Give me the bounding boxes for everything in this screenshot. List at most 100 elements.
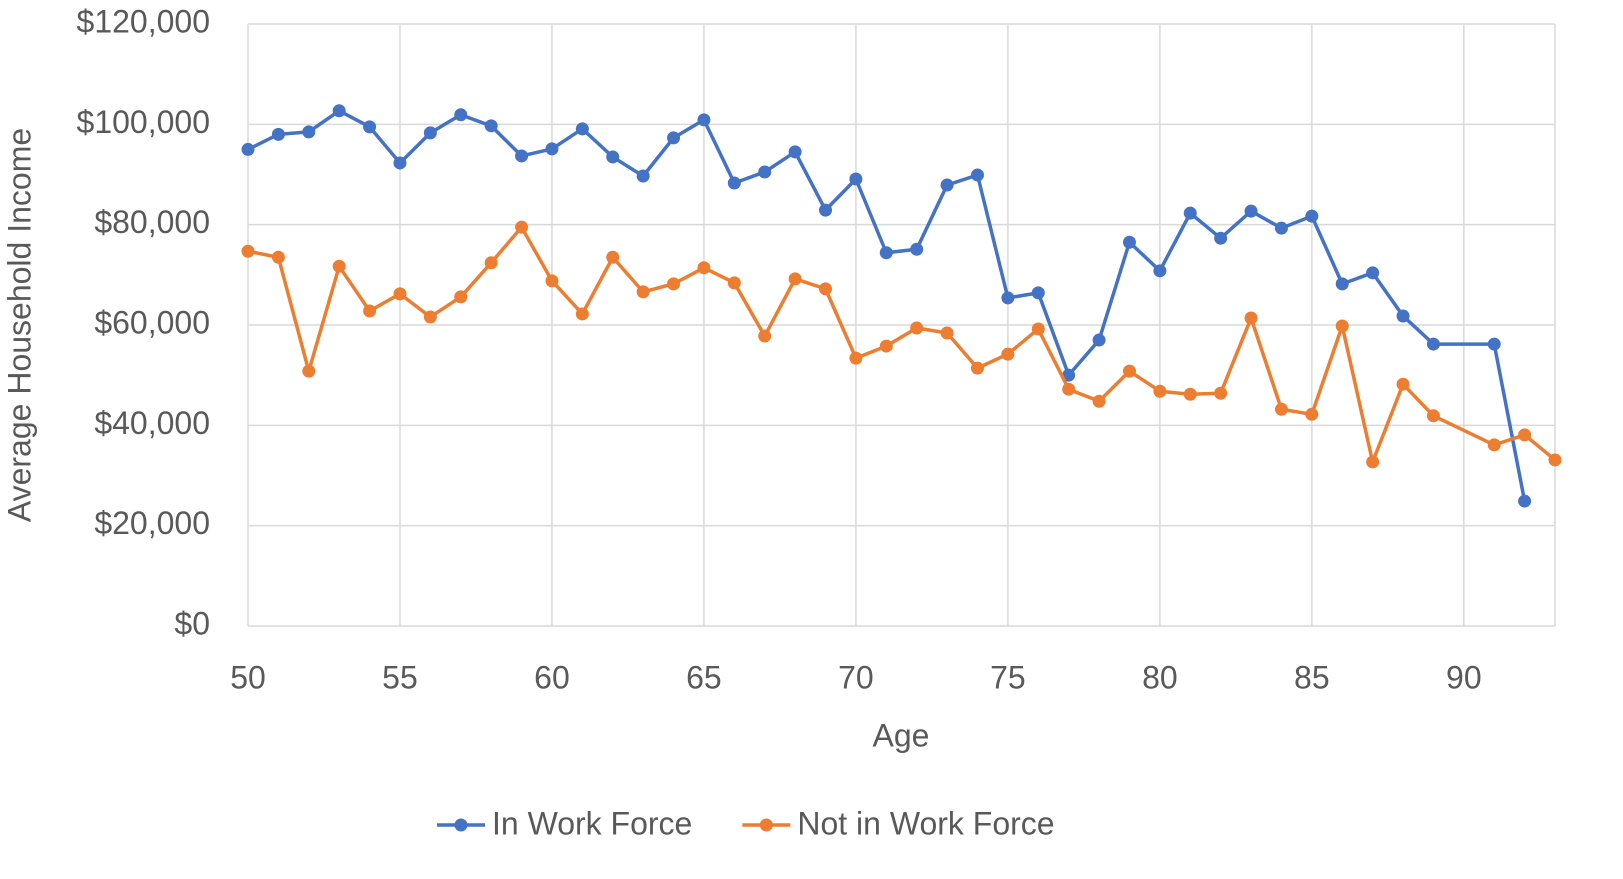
- data-point: [727, 176, 741, 190]
- x-tick-label: 85: [1294, 659, 1330, 695]
- data-point: [1305, 407, 1319, 421]
- data-point: [423, 310, 437, 324]
- data-point: [1396, 377, 1410, 391]
- data-point: [1214, 231, 1228, 245]
- x-tick-label: 50: [230, 659, 266, 695]
- data-point: [849, 351, 863, 365]
- data-point: [1062, 382, 1076, 396]
- x-tick-label: 65: [686, 659, 722, 695]
- data-point: [879, 246, 893, 260]
- data-point: [636, 285, 650, 299]
- data-point: [970, 361, 984, 375]
- data-point: [910, 242, 924, 256]
- data-point: [1001, 291, 1015, 305]
- data-point: [1153, 384, 1167, 398]
- data-point: [1092, 333, 1106, 347]
- data-point: [1305, 209, 1319, 223]
- data-point: [970, 168, 984, 182]
- y-tick-label: $100,000: [77, 104, 210, 140]
- data-point: [241, 244, 255, 258]
- series-line: [247, 225, 1557, 464]
- data-point: [606, 250, 620, 264]
- data-point: [1274, 221, 1288, 235]
- data-point: [940, 326, 954, 340]
- data-point: [819, 282, 833, 296]
- data-point: [1244, 204, 1258, 218]
- x-tick-label: 60: [534, 659, 570, 695]
- data-point: [1487, 337, 1501, 351]
- data-point: [241, 142, 255, 156]
- x-axis-title: Age: [873, 717, 930, 753]
- data-point: [1183, 387, 1197, 401]
- y-tick-label: $20,000: [94, 505, 210, 541]
- y-tick-label: $80,000: [94, 204, 210, 240]
- data-point: [545, 274, 559, 288]
- data-point: [1001, 347, 1015, 361]
- data-point: [484, 256, 498, 270]
- data-point: [484, 119, 498, 133]
- data-point: [1335, 277, 1349, 291]
- data-point: [1396, 309, 1410, 323]
- data-point: [1518, 494, 1532, 508]
- data-point: [515, 149, 529, 163]
- data-point: [1548, 453, 1562, 467]
- data-point: [1031, 286, 1045, 300]
- y-tick-label: $60,000: [94, 304, 210, 340]
- data-point: [363, 120, 377, 134]
- data-point: [849, 172, 863, 186]
- data-point: [1244, 311, 1258, 325]
- data-point: [1487, 438, 1501, 452]
- data-point: [1062, 368, 1076, 382]
- data-point: [393, 287, 407, 301]
- x-tick-label: 75: [990, 659, 1026, 695]
- data-point: [271, 127, 285, 141]
- data-point: [271, 250, 285, 264]
- x-tick-label: 80: [1142, 659, 1178, 695]
- data-point: [819, 203, 833, 217]
- data-point: [879, 339, 893, 353]
- data-point: [1426, 409, 1440, 423]
- y-tick-label: $40,000: [94, 405, 210, 441]
- data-point: [1335, 319, 1349, 333]
- y-tick-label: $120,000: [77, 3, 210, 39]
- data-point: [515, 220, 529, 234]
- data-point: [697, 261, 711, 275]
- data-point: [1092, 394, 1106, 408]
- legend-label: Not in Work Force: [797, 805, 1054, 841]
- x-tick-label: 70: [838, 659, 874, 695]
- data-point: [940, 178, 954, 192]
- data-point: [1426, 337, 1440, 351]
- data-point: [454, 290, 468, 304]
- data-point: [1122, 364, 1136, 378]
- data-point: [575, 307, 589, 321]
- data-point: [636, 169, 650, 183]
- y-tick-label: $0: [174, 605, 210, 641]
- x-tick-label: 55: [382, 659, 418, 695]
- data-point: [1153, 264, 1167, 278]
- data-point: [302, 364, 316, 378]
- data-point: [1274, 402, 1288, 416]
- y-axis-title: Average Household Income: [1, 128, 37, 522]
- series-line: [247, 109, 1527, 502]
- data-point: [788, 272, 802, 286]
- data-point: [788, 145, 802, 159]
- x-tick-label: 90: [1446, 659, 1482, 695]
- data-point: [1031, 322, 1045, 336]
- data-point: [423, 126, 437, 140]
- data-point: [1183, 206, 1197, 220]
- data-point: [332, 259, 346, 273]
- data-point: [758, 329, 772, 343]
- data-point: [1366, 455, 1380, 469]
- data-point: [727, 276, 741, 290]
- data-point: [667, 131, 681, 145]
- data-point: [910, 321, 924, 335]
- data-point: [302, 125, 316, 139]
- data-point: [1214, 386, 1228, 400]
- legend-label: In Work Force: [492, 805, 692, 841]
- data-point: [363, 304, 377, 318]
- data-point: [1366, 266, 1380, 280]
- data-point: [606, 150, 620, 164]
- data-point: [332, 104, 346, 118]
- data-point: [667, 277, 681, 291]
